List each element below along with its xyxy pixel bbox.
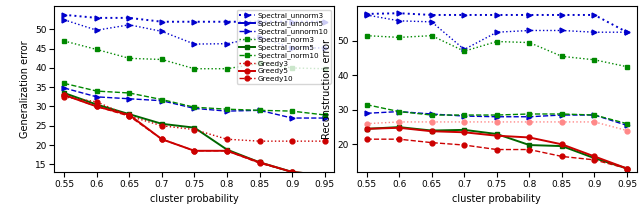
Y-axis label: Generalization error: Generalization error <box>20 40 29 138</box>
Y-axis label: Reconstruction error: Reconstruction error <box>322 39 332 139</box>
X-axis label: cluster probability: cluster probability <box>150 194 239 204</box>
X-axis label: cluster probability: cluster probability <box>452 194 541 204</box>
Legend: Spectral_unnorm3, Spectral_unnorm5, Spectral_unnorm10, Spectral_norm3, Spectral_: Spectral_unnorm3, Spectral_unnorm5, Spec… <box>237 10 331 84</box>
